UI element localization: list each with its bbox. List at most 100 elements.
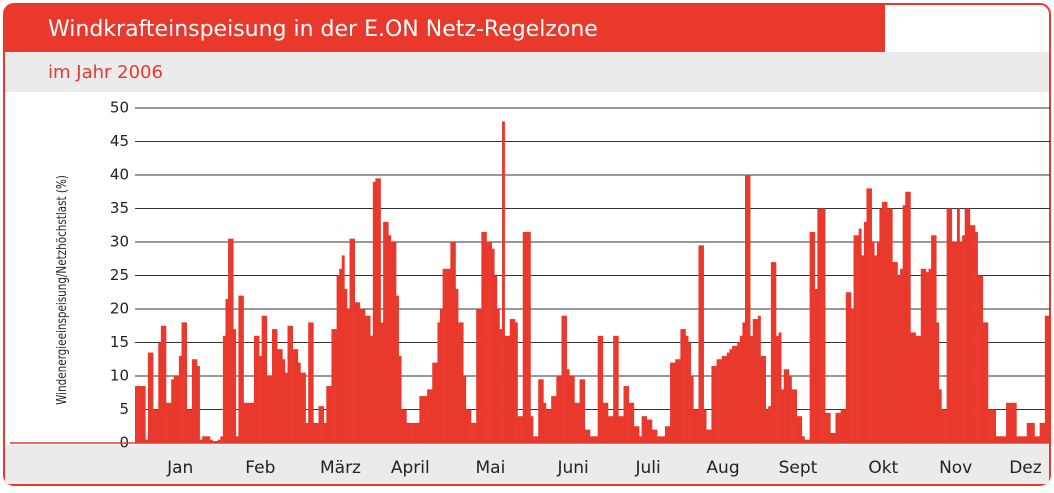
bar (140, 386, 144, 443)
bar (155, 409, 159, 443)
bar (739, 335, 743, 443)
bar (838, 412, 841, 443)
bar (246, 402, 250, 443)
bar (310, 322, 314, 443)
bar (147, 352, 151, 443)
bar (995, 436, 999, 443)
bar (194, 359, 198, 443)
bar (918, 335, 922, 443)
bar (535, 436, 539, 443)
bar (576, 402, 580, 443)
bar (199, 439, 203, 443)
bar (178, 355, 182, 443)
bar (721, 355, 725, 443)
bar (608, 416, 611, 443)
bar (1044, 315, 1048, 443)
bar (217, 439, 221, 443)
bar (450, 242, 454, 443)
bar (757, 315, 761, 443)
bar (1039, 422, 1043, 443)
bar (672, 362, 676, 443)
bar (264, 315, 268, 443)
bar (142, 386, 146, 443)
bar (742, 322, 746, 443)
bar (998, 436, 1002, 443)
bar (222, 335, 226, 443)
bar (471, 422, 474, 443)
bar (659, 436, 663, 443)
bar (814, 288, 818, 443)
bar (334, 329, 337, 443)
bar (651, 429, 655, 443)
bar (313, 422, 317, 443)
bar (695, 409, 699, 443)
subtitle-band (5, 52, 1049, 92)
bar (489, 242, 492, 443)
bar (670, 362, 673, 443)
bar (357, 302, 361, 443)
x-tick-label: Jan (166, 458, 193, 478)
bar (801, 436, 805, 443)
bar (874, 255, 878, 443)
bar (1008, 402, 1012, 443)
bar (533, 436, 536, 443)
bar (765, 409, 769, 443)
bar (1013, 402, 1017, 443)
bar (321, 406, 324, 443)
bar (473, 422, 477, 443)
bar (907, 191, 911, 443)
y-tick-label: 35 (110, 199, 129, 217)
bar (812, 231, 816, 443)
bar (277, 349, 281, 443)
bar (925, 272, 929, 443)
bar (308, 322, 312, 443)
bar (191, 359, 195, 443)
bar (690, 376, 694, 443)
bar (341, 255, 345, 443)
bar (483, 231, 487, 443)
bar (582, 379, 586, 443)
bar (548, 409, 552, 443)
bar (437, 322, 441, 443)
bar (261, 315, 265, 443)
bar (773, 262, 777, 443)
bar (848, 292, 852, 443)
bar (956, 208, 960, 443)
bar (269, 376, 273, 443)
bar (747, 175, 751, 443)
bar (545, 409, 549, 443)
bar (949, 208, 953, 443)
bar (499, 329, 503, 443)
bar (215, 440, 219, 443)
chart-title: Windkrafteinspeisung in der E.ON Netz-Re… (48, 17, 598, 42)
bar (1031, 422, 1035, 443)
bar (729, 349, 733, 443)
bar (561, 315, 565, 443)
bar (987, 409, 991, 443)
bar (292, 349, 296, 443)
bar (688, 342, 692, 443)
bar (256, 335, 260, 443)
x-tick-label: März (320, 458, 361, 478)
bar (344, 288, 348, 443)
x-tick-label: Okt (868, 458, 898, 478)
bar (941, 409, 945, 443)
bar (427, 389, 430, 443)
bar (807, 439, 810, 443)
bar (825, 412, 829, 443)
bar (517, 416, 521, 443)
y-tick-label: 25 (110, 266, 129, 284)
bar (494, 275, 498, 443)
bar (951, 242, 955, 443)
bar (830, 432, 834, 443)
bar (429, 389, 433, 443)
y-tick-label: 45 (110, 132, 129, 150)
bar (403, 409, 407, 443)
bar (664, 426, 668, 443)
bar (980, 275, 984, 443)
bar (954, 242, 958, 443)
y-tick-label: 20 (110, 300, 129, 318)
bar (259, 355, 262, 443)
bar (853, 235, 857, 443)
bar (662, 436, 666, 443)
